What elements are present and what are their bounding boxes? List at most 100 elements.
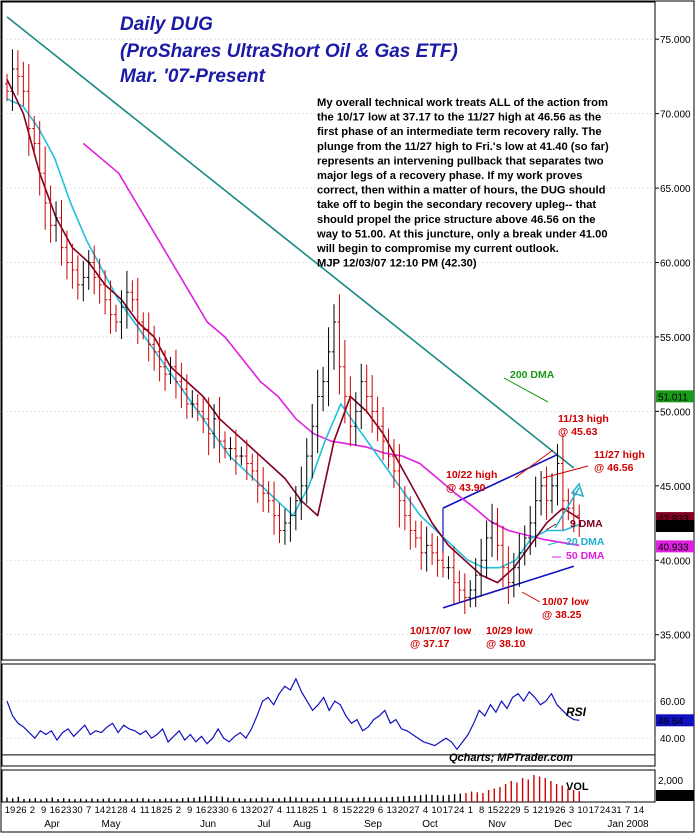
x-day-label: 30 [72, 805, 83, 816]
moving-average-lines [6, 79, 580, 584]
x-day-label: 28 [117, 805, 128, 816]
commentary-line: MJP 12/03/07 12:10 PM (42.30) [317, 258, 477, 270]
x-day-label: 16 [50, 805, 61, 816]
projection-arrow-shaft [554, 487, 580, 529]
x-day-label: 18 [297, 805, 308, 816]
x-day-label: 14 [634, 805, 645, 816]
commentary-line: take off to begin the secondary recovery… [317, 199, 596, 211]
volume-current-label: 720,03 [658, 791, 689, 802]
commentary-line: should propel the price structure above … [317, 214, 596, 226]
commentary-line: will begin to compromise my current outl… [316, 243, 559, 255]
x-day-label: 17 [589, 805, 600, 816]
x-day-label: 1 [322, 805, 327, 816]
chart-title-line-2: (ProShares UltraShort Oil & Gas ETF) [120, 41, 458, 62]
annotation-text: @ 38.25 [542, 609, 582, 621]
x-day-label: 15 [342, 805, 353, 816]
volume-panel: VOL [1, 769, 656, 803]
x-day-label: 15 [488, 805, 499, 816]
rsi-current-label: 49.64 [658, 716, 683, 727]
x-day-label: 5 [524, 805, 529, 816]
commentary-line: represents an intervening pullback that … [317, 155, 604, 167]
volume-current-tag [656, 790, 694, 801]
x-day-label: 22 [499, 805, 510, 816]
x-day-label: 24 [600, 805, 611, 816]
x-axis: 19 26 2 9 16 23 30 7 14 21 28 4 11 18 25 2 9 16 23 30 6 13 20 2… [5, 805, 649, 830]
commentary-line: correct, then within a matter of hours, … [317, 185, 606, 197]
x-day-label: 25 [308, 805, 319, 816]
leader-9dma [545, 523, 557, 531]
x-day-label: 29 [510, 805, 521, 816]
commentary-line: first phase of an intermediate term reco… [317, 126, 602, 138]
commentary-line: plunge from the 11/27 high to Fri.'s low… [317, 141, 609, 153]
commentary-line: My overall technical work treats ALL of … [317, 97, 608, 109]
x-day-label: 30 [218, 805, 229, 816]
annotation-leaders [503, 377, 589, 603]
x-day-label: 22 [353, 805, 364, 816]
commentary-line: way to 51.00. At this juncture, only a b… [316, 228, 608, 240]
rsi-label: RSI [566, 705, 587, 719]
annotation-text: 10/29 low [486, 625, 534, 637]
price-tag [656, 520, 694, 533]
x-day-label: 9 [41, 805, 46, 816]
rsi-panel: RSI Qcharts; MPTrader.com [1, 663, 656, 767]
x-day-label: 21 [106, 805, 117, 816]
x-month-label: Dec [554, 819, 572, 830]
x-month-label: Jun [200, 819, 216, 830]
x-day-label: 17 [443, 805, 454, 816]
commentary-line: the 10/17 low at 37.17 to the 11/27 high… [317, 112, 601, 124]
chart-title-line-1: Daily DUG [120, 14, 213, 35]
price-tag [656, 390, 694, 403]
x-day-label: 12 [532, 805, 543, 816]
price-tag-label: 51.011 [658, 392, 688, 403]
leader-200dma [503, 377, 549, 403]
annotation-text: @ 37.17 [410, 638, 450, 650]
price-tick-label: 55.000 [660, 333, 691, 344]
annotations: 10/22 high@ 43.90 11/13 high@ 45.63 11/27 … [410, 369, 645, 650]
annotation-text: 200 DMA [510, 369, 555, 381]
annotation-text: @ 38.10 [486, 638, 526, 650]
x-day-label: 29 [364, 805, 375, 816]
x-day-label: 2 [176, 805, 181, 816]
commentary: My overall technical work treats ALL of … [316, 97, 609, 270]
x-day-label: 6 [232, 805, 237, 816]
annotation-text: 50 DMA [566, 550, 605, 562]
rsi-panel-frame [1, 663, 656, 767]
x-day-label: 4 [423, 805, 428, 816]
projection-arrow [554, 482, 585, 529]
annotation-text: 10/07 low [542, 596, 590, 608]
price-tick-label: 70.000 [660, 110, 691, 121]
x-month-label: Aug [293, 819, 311, 830]
x-day-label: 26 [16, 805, 27, 816]
leader-1113-high [514, 449, 554, 479]
x-day-label: 7 [86, 805, 91, 816]
annotation-text: @ 46.56 [594, 462, 634, 474]
commentary-line: major legs of a recovery phase. If my wo… [317, 170, 583, 182]
annotation-text: 20 DMA [566, 536, 605, 548]
price-tag [656, 540, 694, 553]
x-day-label: 11 [140, 805, 150, 816]
x-day-label: 8 [479, 805, 484, 816]
price-tick-label: 40.000 [660, 556, 691, 567]
rsi-line [6, 677, 580, 751]
rsi-tick-label: 60.00 [660, 697, 685, 708]
x-day-label: 23 [207, 805, 218, 816]
chart-title-line-3: Mar. '07-Present [120, 66, 266, 87]
rsi-axis: 60.00 40.00 49.64 [656, 697, 694, 745]
x-day-label: 27 [409, 805, 420, 816]
x-month-label: Nov [488, 819, 506, 830]
annotation-text: @ 45.63 [558, 426, 598, 438]
price-tag-label: 42.833 [658, 514, 689, 525]
x-day-label: 1 [468, 805, 473, 816]
x-day-label: 14 [95, 805, 106, 816]
volume-tick-label: 2,000 [658, 776, 683, 787]
x-day-label: 31 [611, 805, 622, 816]
leader-1007-low [521, 591, 541, 603]
price-axis: 75.000 70.000 65.000 60.000 55.000 50.000 45.0… [655, 35, 694, 642]
x-month-label: Jan 2008 [607, 819, 649, 830]
x-day-label: 19 [544, 805, 555, 816]
price-tick-label: 45.000 [660, 482, 691, 493]
volume-label: VOL [566, 781, 589, 793]
x-day-label: 7 [625, 805, 630, 816]
